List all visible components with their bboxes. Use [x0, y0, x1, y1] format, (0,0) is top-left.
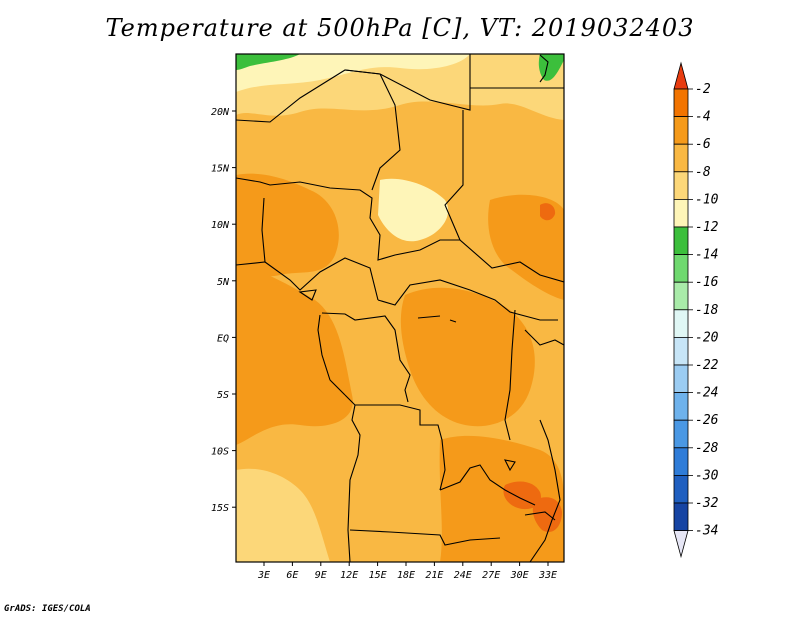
longitude-label: 30E	[510, 570, 529, 581]
field-cool-chad	[378, 178, 449, 242]
field-cool-southwest	[236, 468, 330, 562]
colorbar-label: -18	[695, 303, 719, 318]
colorbar-swatch	[673, 447, 689, 476]
colorbar-swatch	[673, 502, 689, 532]
colorbar-swatch	[673, 171, 689, 200]
border-line	[344, 54, 471, 111]
colorbar-label: -22	[695, 358, 719, 373]
border-line	[355, 404, 446, 491]
colorbar-label: -32	[695, 496, 719, 511]
border-line	[444, 110, 564, 283]
colorbar-swatch	[673, 116, 689, 145]
field-warmest-southeast	[503, 203, 562, 532]
colorbar-swatch	[673, 336, 689, 366]
field-coolest-sahara	[236, 54, 470, 92]
colorbar-swatch	[673, 198, 689, 228]
latitude-label: 15N	[211, 164, 230, 175]
border-line	[439, 464, 536, 506]
colorbar-swatch	[673, 364, 689, 394]
colorbar-label: -12	[695, 220, 719, 235]
border-line	[377, 279, 558, 321]
country-borders	[236, 54, 564, 562]
longitude-label: 15E	[369, 570, 387, 581]
border-line	[317, 314, 346, 396]
latitude-label: 20N	[211, 107, 230, 118]
colorbar-swatch	[673, 474, 689, 504]
longitude-label: 18E	[397, 570, 415, 581]
latitude-label: 5S	[217, 390, 229, 401]
plot-frame	[235, 53, 565, 563]
latitude-label: 10S	[211, 447, 229, 458]
longitude-axis: 3E 6E 9E 12E 15E 18E 21E 24E 27E 30E 33E	[257, 562, 557, 581]
colorbar-swatch	[673, 88, 689, 118]
field-warm-west-africa	[236, 173, 339, 277]
longitude-label: 3E	[257, 570, 270, 581]
colorbar-label: -26	[695, 413, 719, 428]
colorbar-label: -14	[695, 248, 718, 263]
border-line	[529, 419, 561, 562]
colorbar-swatch	[673, 254, 689, 283]
border-line	[504, 459, 516, 472]
longitude-label: 12E	[340, 570, 358, 581]
colorbar-label: -2	[695, 82, 711, 97]
colorbar-label: -4	[695, 110, 711, 125]
longitude-label: 6E	[286, 570, 298, 581]
colorbar-label: -16	[695, 275, 719, 290]
border-line	[344, 394, 361, 562]
border-line	[417, 315, 457, 323]
longitude-label: 33E	[538, 570, 557, 581]
border-line	[236, 257, 379, 301]
colorbar-label: -28	[695, 441, 719, 456]
colorbar-label: -20	[695, 330, 719, 345]
colorbar-swatch	[673, 419, 689, 449]
border-line	[261, 197, 266, 263]
map-title: Temperature at 500hPa [C], VT: 201903240…	[105, 14, 695, 42]
longitude-label: 9E	[315, 570, 327, 581]
latitude-label: 10N	[211, 220, 230, 231]
colorbar-label: -10	[695, 192, 719, 207]
temperature-field	[236, 54, 564, 562]
colorbar-swatch	[673, 281, 689, 311]
colorbar-label: -24	[695, 386, 718, 401]
border-line	[524, 329, 564, 346]
longitude-label: 27E	[482, 570, 500, 581]
longitude-label: 24E	[454, 570, 472, 581]
border-line	[236, 177, 460, 261]
credit-text: GrADS: IGES/COLA	[4, 604, 91, 614]
colorbar-label: -6	[695, 137, 711, 152]
longitude-label: 21E	[425, 570, 443, 581]
colorbar-label: -34	[695, 524, 718, 539]
field-warm-central	[236, 262, 353, 445]
border-line	[349, 529, 501, 546]
border-line	[321, 312, 411, 403]
colorbar: -2 -4 -6 -8 -10 -12 -14 -16 -18 -20 -22 -24 -26 -28 -3…	[673, 61, 719, 559]
field-warm-congo	[400, 287, 535, 427]
colorbar-bottom-arrow	[673, 530, 689, 559]
border-line	[298, 289, 317, 301]
colorbar-swatch	[673, 226, 689, 256]
field-warm-east	[488, 194, 564, 300]
latitude-label: EQ	[217, 333, 229, 344]
colorbar-top-arrow	[673, 61, 689, 90]
latitude-label: 5N	[217, 277, 230, 288]
field-green-northwest	[236, 54, 300, 70]
colorbar-swatch	[673, 309, 689, 338]
colorbar-swatch	[673, 392, 689, 421]
border-line	[539, 54, 549, 83]
colorbar-swatch	[673, 143, 689, 173]
colorbar-label: -30	[695, 468, 719, 483]
latitude-label: 15S	[211, 503, 229, 514]
latitude-axis: 20N 15N 10N 5N EQ 5S 10S 15S	[211, 107, 236, 514]
border-line	[524, 511, 556, 521]
border-line	[504, 309, 516, 441]
colorbar-label: -8	[695, 165, 711, 180]
